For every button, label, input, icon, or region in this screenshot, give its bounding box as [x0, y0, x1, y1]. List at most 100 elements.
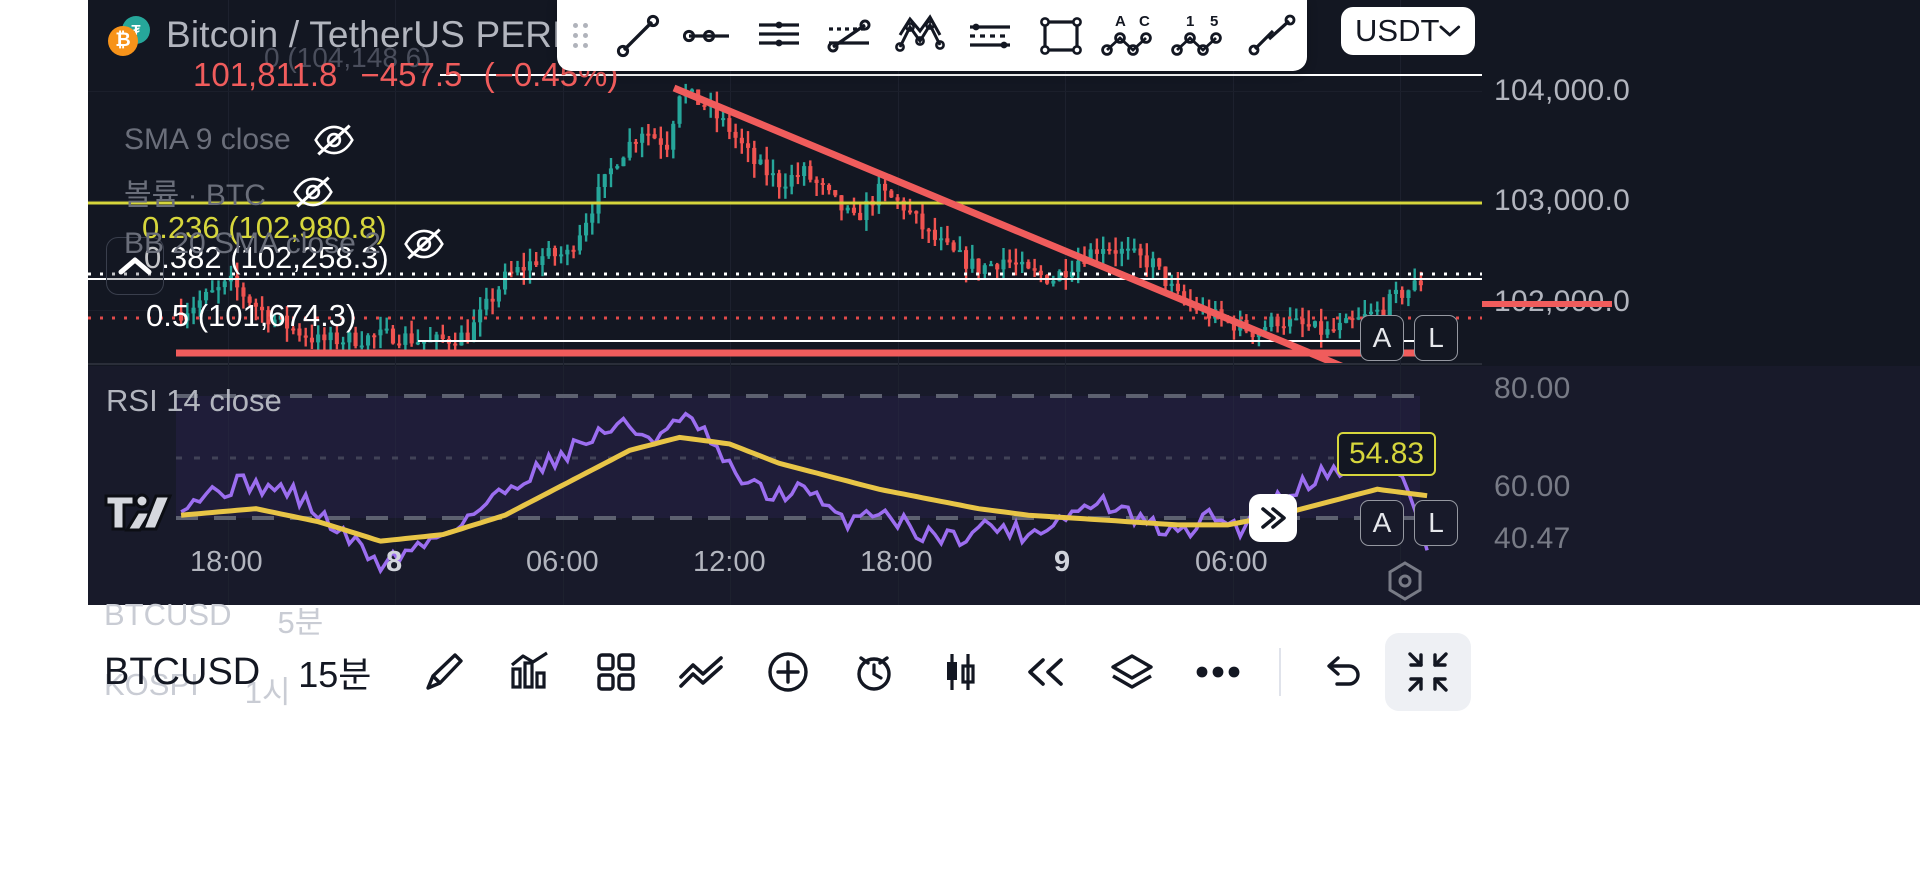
vgrid-1	[228, 0, 229, 605]
fib-channel-icon	[970, 23, 1011, 48]
indicator-label-volume: 볼륨 · BTC	[124, 179, 266, 212]
layout-grid-button[interactable]	[573, 633, 659, 711]
rsi-ma-line	[180, 434, 1428, 544]
indicator-label-sma: SMA 9 close	[124, 123, 291, 156]
vgrid-3	[563, 0, 564, 605]
alert-button[interactable]	[831, 633, 917, 711]
indicator-row-volume[interactable]: 볼륨 · BTC 0.236 (102,980.8)	[106, 170, 1482, 245]
collapse-arrows-icon	[1408, 652, 1449, 692]
watchlist-ghost-symbol-1: BTCUSD	[104, 597, 232, 632]
vgrid-8	[1400, 0, 1401, 605]
quote-currency-value: USDT	[1355, 13, 1440, 48]
candle-type-button[interactable]	[917, 633, 1003, 711]
price-axis-buttons[interactable]: A L	[1360, 315, 1458, 361]
collapse-legend-button[interactable]	[106, 237, 164, 295]
time-tick-5: 9	[1054, 546, 1071, 578]
add-button[interactable]	[745, 633, 831, 711]
rsi-series	[176, 394, 1429, 575]
horizontal-ray-tool[interactable]	[673, 0, 743, 71]
price-tick-1: 104,000.0	[1494, 74, 1631, 107]
indicators-button[interactable]	[487, 633, 573, 711]
drawing-toolbar[interactable]: A C 1 5	[557, 0, 1307, 71]
auto-scale-button[interactable]: A	[1360, 315, 1404, 361]
time-tick-1: 8	[386, 546, 403, 578]
tradingview-logo	[104, 488, 176, 538]
watchlist-ghost-symbol-2: KOSPI	[104, 667, 199, 702]
watchlist-ghost-interval-1: 5분	[277, 605, 324, 640]
bottom-toolbar[interactable]: BTCUSD 15분	[88, 633, 1482, 711]
vgrid-6	[1065, 0, 1066, 605]
rsi-axis-buttons[interactable]: A L	[1360, 500, 1458, 546]
parallel-lines-icon	[759, 21, 800, 46]
alarm-clock-icon	[857, 656, 892, 691]
price-change-row: 101,811.8 −457.5 (−0.45%)	[193, 56, 618, 94]
watchlist-ghost-interval-2: 1시	[244, 675, 291, 710]
more-button[interactable]	[1175, 633, 1261, 711]
layers-button[interactable]	[1089, 633, 1175, 711]
layers-icon	[1111, 654, 1154, 689]
rectangle-icon	[1039, 16, 1082, 55]
rsi-auto-scale-button[interactable]: A	[1360, 500, 1404, 546]
bottom-symbol-button[interactable]: BTCUSD	[104, 650, 261, 693]
time-tick-6: 06:00	[1195, 546, 1268, 578]
trend-angle-icon	[827, 19, 871, 52]
fullscreen-button[interactable]	[1385, 633, 1472, 711]
eye-off-icon[interactable]	[313, 123, 355, 157]
time-axis[interactable]: 18:00 8 06:00 12:00 18:00 9 06:00	[88, 546, 1482, 604]
pitchfork-tool[interactable]	[885, 0, 955, 71]
chart-settings-button[interactable]	[1385, 560, 1425, 602]
patterns-button[interactable]	[659, 633, 745, 711]
fib-channel-tool[interactable]	[955, 0, 1025, 71]
time-tick-0: 18:00	[190, 546, 263, 578]
replay-button[interactable]	[1003, 633, 1089, 711]
zigzag-icon	[1248, 14, 1296, 55]
indicator-row-sma[interactable]: SMA 9 close	[106, 116, 1482, 164]
time-tick-3: 12:00	[693, 546, 766, 578]
abc-pattern-tool[interactable]: A C	[1096, 0, 1166, 71]
log-scale-button[interactable]: L	[1414, 315, 1458, 361]
trend-angle-tool[interactable]	[814, 0, 884, 71]
trend-line-icon	[617, 14, 660, 57]
rsi-tick-40: 40.47	[1494, 522, 1571, 555]
hgrid-102k	[88, 310, 1482, 311]
vgrid-2	[395, 0, 396, 605]
undo-button[interactable]	[1299, 633, 1385, 711]
draw-pen-button[interactable]	[401, 633, 487, 711]
eye-off-icon[interactable]	[403, 227, 445, 261]
indicator-row-bb[interactable]: BB 20 SMA close 2	[106, 220, 1482, 268]
drag-handle[interactable]	[557, 23, 603, 48]
candles-icon	[947, 654, 976, 690]
chevron-up-icon	[118, 257, 152, 275]
rsi-legend-label[interactable]: RSI 14 close	[106, 383, 282, 418]
wave-icon	[679, 656, 724, 688]
bottom-interval-button[interactable]: 15분	[298, 654, 372, 695]
fast-forward-button[interactable]	[1249, 494, 1297, 542]
hgrid-103k	[88, 200, 1482, 201]
flat-top-bottom-tool[interactable]	[744, 0, 814, 71]
rectangle-tool[interactable]	[1025, 0, 1095, 71]
rsi-log-scale-button[interactable]: L	[1414, 500, 1458, 546]
zigzag-tool[interactable]	[1237, 0, 1307, 71]
indicator-label-bb: BB 20 SMA close 2	[124, 227, 381, 260]
rewind-icon	[1028, 658, 1064, 686]
chart-canvas[interactable]: ₮ ₿ Bitcoin / TetherUS PERPETUAL 0 (104,…	[88, 0, 1482, 605]
toolbar-divider	[1279, 648, 1282, 696]
grid-icon	[597, 653, 636, 691]
price-change: −457.5	[360, 56, 463, 93]
quote-currency-select[interactable]: USDT	[1341, 7, 1475, 55]
trend-line-tool[interactable]	[603, 0, 673, 71]
descending-trendline	[672, 84, 1344, 363]
undo-arrow-icon	[1327, 656, 1361, 686]
horizontal-ray-icon	[682, 29, 729, 42]
fast-forward-icon	[1261, 507, 1286, 529]
elliott-wave-tool[interactable]: 1 5	[1166, 0, 1236, 71]
symbol-icons: ₮ ₿	[106, 14, 152, 56]
rsi-value-badge: 54.83	[1337, 432, 1437, 476]
chevron-down-icon	[1439, 25, 1461, 37]
vgrid-7	[1233, 0, 1234, 605]
pane-divider[interactable]	[88, 363, 1482, 365]
eye-off-icon[interactable]	[292, 175, 334, 209]
price-tick-2: 103,000.0	[1494, 184, 1631, 217]
rsi-axis[interactable]: 80.00 60.00 40.47	[1482, 366, 1920, 605]
settings-hex-icon	[1388, 561, 1422, 601]
